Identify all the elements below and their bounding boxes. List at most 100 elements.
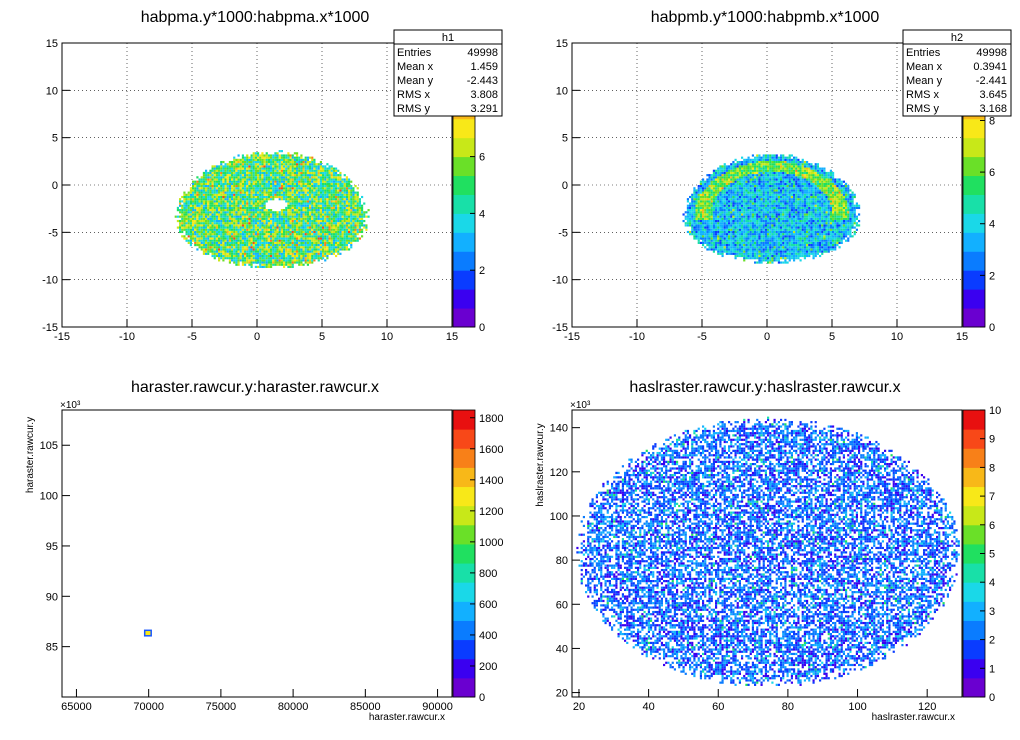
color-scale-band (453, 563, 475, 574)
color-scale-band (453, 610, 475, 621)
x-tick-label: -5 (697, 331, 707, 343)
x-tick-label: -10 (629, 331, 645, 343)
x-tick-label: -15 (54, 331, 70, 343)
stats-value: 49998 (467, 47, 498, 59)
y-exponent-label: ×10³ (60, 400, 81, 411)
x-tick-label: 70000 (133, 701, 164, 713)
color-scale-band (453, 260, 475, 271)
color-scale-band (453, 241, 475, 252)
color-scale-band (453, 639, 475, 650)
x-tick-label: 10 (891, 331, 903, 343)
color-scale-band (453, 658, 475, 669)
color-scale-band (963, 438, 985, 449)
chart-habpmb-canvas: habpmb.y*1000:habpmb.x*1000 -15 -10 -5 0 5 10 1… (552, 9, 1012, 343)
z-tick-label: 800 (479, 568, 497, 580)
z-tick-label: 2 (989, 635, 995, 647)
y-tick-label: 0 (562, 180, 568, 192)
stats-label: Mean y (397, 75, 434, 87)
x-tick-label: 120 (918, 701, 936, 713)
stats-label: Entries (906, 47, 941, 59)
z-tick-label: 1200 (479, 506, 503, 518)
color-scale-band (963, 308, 985, 319)
y-tick-label: 15 (46, 38, 58, 50)
color-scale-band (963, 677, 985, 688)
stats-label: Mean x (397, 61, 434, 73)
heatmap-cells (576, 416, 960, 686)
x-tick-label: 15 (956, 331, 968, 343)
stats-value: 1.459 (470, 61, 498, 73)
color-scale-band (963, 156, 985, 167)
z-tick-label: 5 (989, 549, 995, 561)
z-tick-label: 0 (479, 322, 485, 334)
color-scale-band (453, 222, 475, 233)
z-tick-label: 10 (989, 405, 1001, 417)
z-tick-label: 4 (479, 208, 485, 220)
color-scale-band (453, 175, 475, 186)
color-scale-band (453, 591, 475, 602)
z-tick-label: 6 (479, 152, 485, 164)
color-scale-band (453, 203, 475, 214)
y-tick-label: 10 (556, 85, 568, 97)
color-scale-band (963, 251, 985, 262)
color-scale-band (963, 128, 985, 139)
x-tick-label: -5 (187, 331, 197, 343)
color-scale-band (963, 175, 985, 186)
y-tick-label: 80 (556, 555, 568, 567)
y-tick-label: 5 (52, 133, 58, 145)
chart-haslraster-canvas: haslraster.rawcur.y:haslraster.rawcur.x 2… (535, 379, 1001, 723)
color-scale-band (453, 232, 475, 243)
color-scale-frame (452, 409, 476, 698)
x-tick-label: 10 (381, 331, 393, 343)
chart-title: habpma.y*1000:habpma.x*1000 (141, 9, 370, 26)
color-scale-band (963, 486, 985, 497)
stats-value: 3.168 (979, 103, 1007, 115)
color-scale-band (963, 515, 985, 526)
color-scale-band (963, 166, 985, 177)
stats-value: -2.443 (467, 75, 498, 87)
y-axis-label: haslraster.rawcur.y (535, 423, 546, 506)
x-tick-label: 5 (829, 331, 835, 343)
color-scale-band (453, 128, 475, 139)
z-tick-label: 1400 (479, 475, 503, 487)
color-scale-band (453, 553, 475, 564)
chart-title: haslraster.rawcur.y:haslraster.rawcur.x (629, 379, 900, 396)
color-scale-band (453, 582, 475, 593)
z-tick-label: 0 (989, 692, 995, 704)
z-tick-label: 0 (479, 692, 485, 704)
color-scale-band (453, 166, 475, 177)
color-scale-band (453, 496, 475, 507)
y-tick-label: 95 (46, 541, 58, 553)
chart-habpma-canvas: habpma.y*1000:habpma.x*1000 -15 -10 -5 0 5 10 1… (42, 9, 503, 343)
y-tick-label: 100 (550, 511, 568, 523)
stats-value: 0.3941 (973, 61, 1007, 73)
color-scale-band (453, 429, 475, 440)
y-tick-label: 85 (46, 642, 58, 654)
chart-haraster-canvas: haraster.rawcur.y:haraster.rawcur.x 65000… (25, 379, 503, 723)
z-tick-label: 4 (989, 577, 995, 589)
stats-label: RMS x (397, 89, 431, 101)
y-tick-label: 120 (550, 467, 568, 479)
color-scale-band (453, 118, 475, 129)
chart-title: haraster.rawcur.y:haraster.rawcur.x (131, 379, 379, 396)
color-scale-band (453, 467, 475, 478)
color-scale-band (963, 260, 985, 271)
color-scale-band (453, 298, 475, 309)
color-scale-band (453, 194, 475, 205)
color-scale-band (963, 232, 985, 243)
color-scale-band (963, 270, 985, 281)
stats-value: 3.808 (470, 89, 498, 101)
y-tick-label: -5 (558, 227, 568, 239)
x-tick-label: 15 (446, 331, 458, 343)
z-tick-label: 200 (479, 661, 497, 673)
y-axis-label: haraster.rawcur.y (25, 417, 36, 493)
y-tick-label: 105 (40, 440, 58, 452)
color-scale-band (453, 677, 475, 688)
y-tick-label: 140 (550, 423, 568, 435)
color-scale-band (963, 639, 985, 650)
color-scale-band (963, 687, 985, 698)
color-scale-band (453, 213, 475, 224)
stats-label: Entries (397, 47, 432, 59)
x-tick-label: 85000 (350, 701, 381, 713)
heatmap-spot-core (145, 631, 151, 636)
color-scale-band (963, 213, 985, 224)
